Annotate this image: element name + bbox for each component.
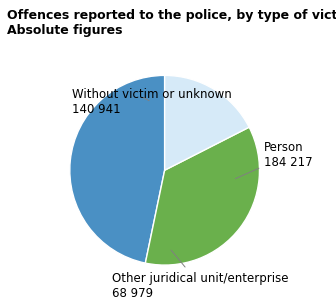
Text: Offences reported to the police, by type of victim. 2010.
Absolute figures: Offences reported to the police, by type…	[7, 9, 336, 37]
Text: Other juridical unit/enterprise
68 979: Other juridical unit/enterprise 68 979	[113, 250, 289, 300]
Text: Person
184 217: Person 184 217	[236, 141, 313, 178]
Wedge shape	[145, 127, 259, 265]
Text: Without victim or unknown
140 941: Without victim or unknown 140 941	[72, 88, 232, 116]
Wedge shape	[165, 75, 249, 170]
Wedge shape	[70, 75, 165, 263]
